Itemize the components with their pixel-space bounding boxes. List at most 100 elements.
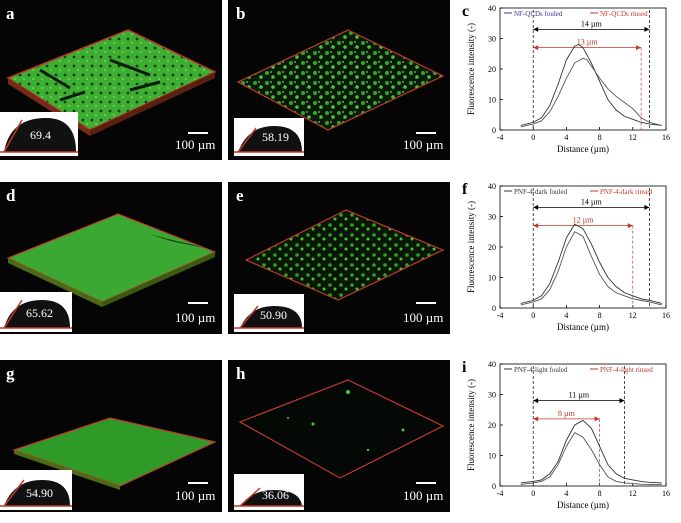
contact-angle-value-g: 54.90	[26, 486, 53, 500]
contact-angle-value-a: 69.4	[30, 128, 51, 142]
scale-text-a: 100 µm	[175, 137, 216, 152]
scale-bar-b	[416, 132, 436, 134]
micrograph-h: h 36.06 100 µm	[228, 360, 450, 512]
y-tick-label: 30	[488, 213, 496, 222]
micrograph-e: e 50.90 100 µm	[228, 182, 450, 334]
x-axis-label: Distance (µm)	[557, 322, 609, 332]
x-tick-label: 4	[564, 489, 568, 498]
scale-text-e: 100 µm	[403, 310, 444, 325]
y-tick-label: 20	[488, 243, 496, 252]
arrow-head	[533, 26, 539, 32]
y-tick-label: 40	[488, 360, 496, 369]
arrow-head	[636, 45, 642, 51]
droplet-icon	[234, 305, 304, 329]
micrograph-g: g 54.90 100 µm	[0, 360, 222, 512]
scale-text-b: 100 µm	[403, 137, 444, 152]
arrow-head	[644, 204, 650, 210]
panel-label-f: f	[462, 181, 468, 198]
arrow-head	[533, 45, 539, 51]
y-tick-label: 10	[488, 452, 496, 461]
x-tick-label: 8	[598, 489, 602, 498]
micrograph-d: d 65.62 100 µm	[0, 182, 222, 334]
x-tick-label: 0	[531, 311, 535, 320]
legend-entry: PNF-4-light fouled	[514, 366, 568, 374]
x-tick-label: 12	[629, 489, 637, 498]
contact-angle-value-h: 36.06	[262, 488, 289, 502]
contact-angle-inset-d: 65.62	[0, 292, 72, 332]
panel-label-g: g	[6, 364, 15, 383]
contact-angle-value-e: 50.90	[260, 308, 287, 322]
legend-entry: PNF-4-dark rinsed	[600, 188, 653, 196]
span-label: 11 µm	[569, 391, 590, 400]
scale-text-d: 100 µm	[175, 310, 216, 325]
arrow-head	[627, 223, 633, 229]
x-tick-label: 16	[662, 133, 670, 142]
scale-bar-a	[188, 132, 208, 134]
droplet-icon	[0, 299, 72, 329]
panel-label-h: h	[236, 364, 246, 383]
series-line-rinsed	[520, 57, 662, 128]
x-tick-label: -4	[497, 489, 504, 498]
series-line-fouled	[520, 419, 662, 484]
legend-entry: NF-QCDs rinsed	[600, 10, 648, 18]
contact-angle-inset-e: 50.90	[234, 294, 304, 332]
micrograph-a: a 69.4 100 µm	[0, 0, 222, 160]
legend-entry: NF-QCDs fouled	[514, 10, 563, 18]
y-axis-label: Fluorescence intensity (-)	[466, 379, 476, 471]
y-tick-label: 40	[488, 182, 496, 191]
span-label: 12 µm	[573, 216, 595, 225]
contact-angle-inset-g: 54.90	[0, 470, 72, 510]
y-axis-label: Fluorescence intensity (-)	[466, 201, 476, 293]
y-tick-label: 40	[488, 4, 496, 13]
droplet-icon	[234, 126, 304, 153]
y-tick-label: 30	[488, 391, 496, 400]
x-tick-label: 8	[598, 133, 602, 142]
series-line-rinsed	[520, 432, 662, 485]
contact-angle-inset-a: 69.4	[0, 112, 78, 156]
arrow-head	[619, 398, 625, 404]
x-tick-label: 8	[598, 311, 602, 320]
scale-bar-d	[188, 302, 208, 304]
plot-frame	[499, 363, 667, 487]
contact-angle-value-d: 65.62	[26, 306, 53, 320]
span-label: 8 µm	[558, 409, 576, 418]
droplet-icon	[0, 118, 78, 153]
x-axis-label: Distance (µm)	[557, 500, 609, 510]
x-tick-label: 0	[531, 133, 535, 142]
scale-bar-e	[416, 302, 436, 304]
x-tick-label: -4	[497, 133, 504, 142]
span-label: 14 µm	[581, 19, 603, 28]
membrane-surface-e	[244, 209, 445, 301]
panel-label-c: c	[462, 3, 469, 20]
scale-text-g: 100 µm	[175, 488, 216, 503]
x-tick-label: 12	[629, 311, 637, 320]
micrograph-b: b 58.19 100 µm	[228, 0, 450, 160]
x-tick-label: 16	[662, 489, 670, 498]
membrane-surface-d	[6, 213, 217, 307]
droplet-icon	[0, 479, 72, 507]
legend-entry: PNF-4-dark fouled	[514, 188, 568, 196]
x-axis-label: Distance (µm)	[557, 144, 609, 154]
series-line-rinsed	[520, 231, 662, 306]
droplet-icon	[234, 487, 304, 507]
arrow-head	[594, 416, 600, 422]
span-label: 13 µm	[577, 38, 599, 47]
y-tick-label: 0	[492, 482, 496, 491]
x-tick-label: 0	[531, 489, 535, 498]
scale-bar-g	[188, 482, 208, 484]
y-tick-label: 0	[492, 126, 496, 135]
contact-angle-value-b: 58.19	[262, 130, 289, 144]
legend-entry: PNF-4-light rinsed	[600, 366, 653, 374]
x-tick-label: 12	[629, 133, 637, 142]
membrane-surface-a	[6, 29, 217, 136]
span-label: 14 µm	[581, 197, 603, 206]
contact-angle-inset-b: 58.19	[234, 118, 304, 156]
panel-label-i: i	[462, 359, 467, 376]
arrow-head	[533, 204, 539, 210]
y-tick-label: 20	[488, 421, 496, 430]
arrow-head	[644, 26, 650, 32]
panel-label-e: e	[236, 186, 244, 205]
x-tick-label: 4	[564, 133, 568, 142]
x-tick-label: 4	[564, 311, 568, 320]
